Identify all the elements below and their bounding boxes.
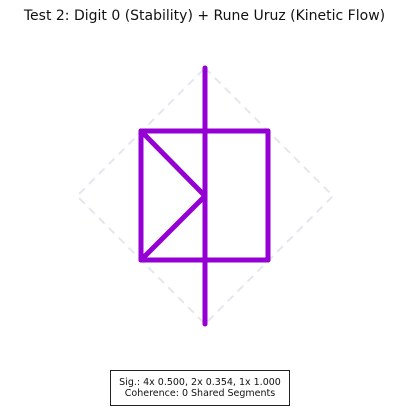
rune-glyph <box>138 65 208 327</box>
rune-lower-diagonal <box>138 193 208 263</box>
rune-upper-diagonal <box>138 128 208 199</box>
signature-line: Sig.: 4x 0.500, 2x 0.354, 1x 1.000 <box>119 377 281 388</box>
signature-caption-box: Sig.: 4x 0.500, 2x 0.354, 1x 1.000 Coher… <box>110 370 290 406</box>
guide-diamond <box>75 66 335 326</box>
coherence-line: Coherence: 0 Shared Segments <box>124 388 276 399</box>
figure-title: Test 2: Digit 0 (Stability) + Rune Uruz … <box>23 8 386 24</box>
